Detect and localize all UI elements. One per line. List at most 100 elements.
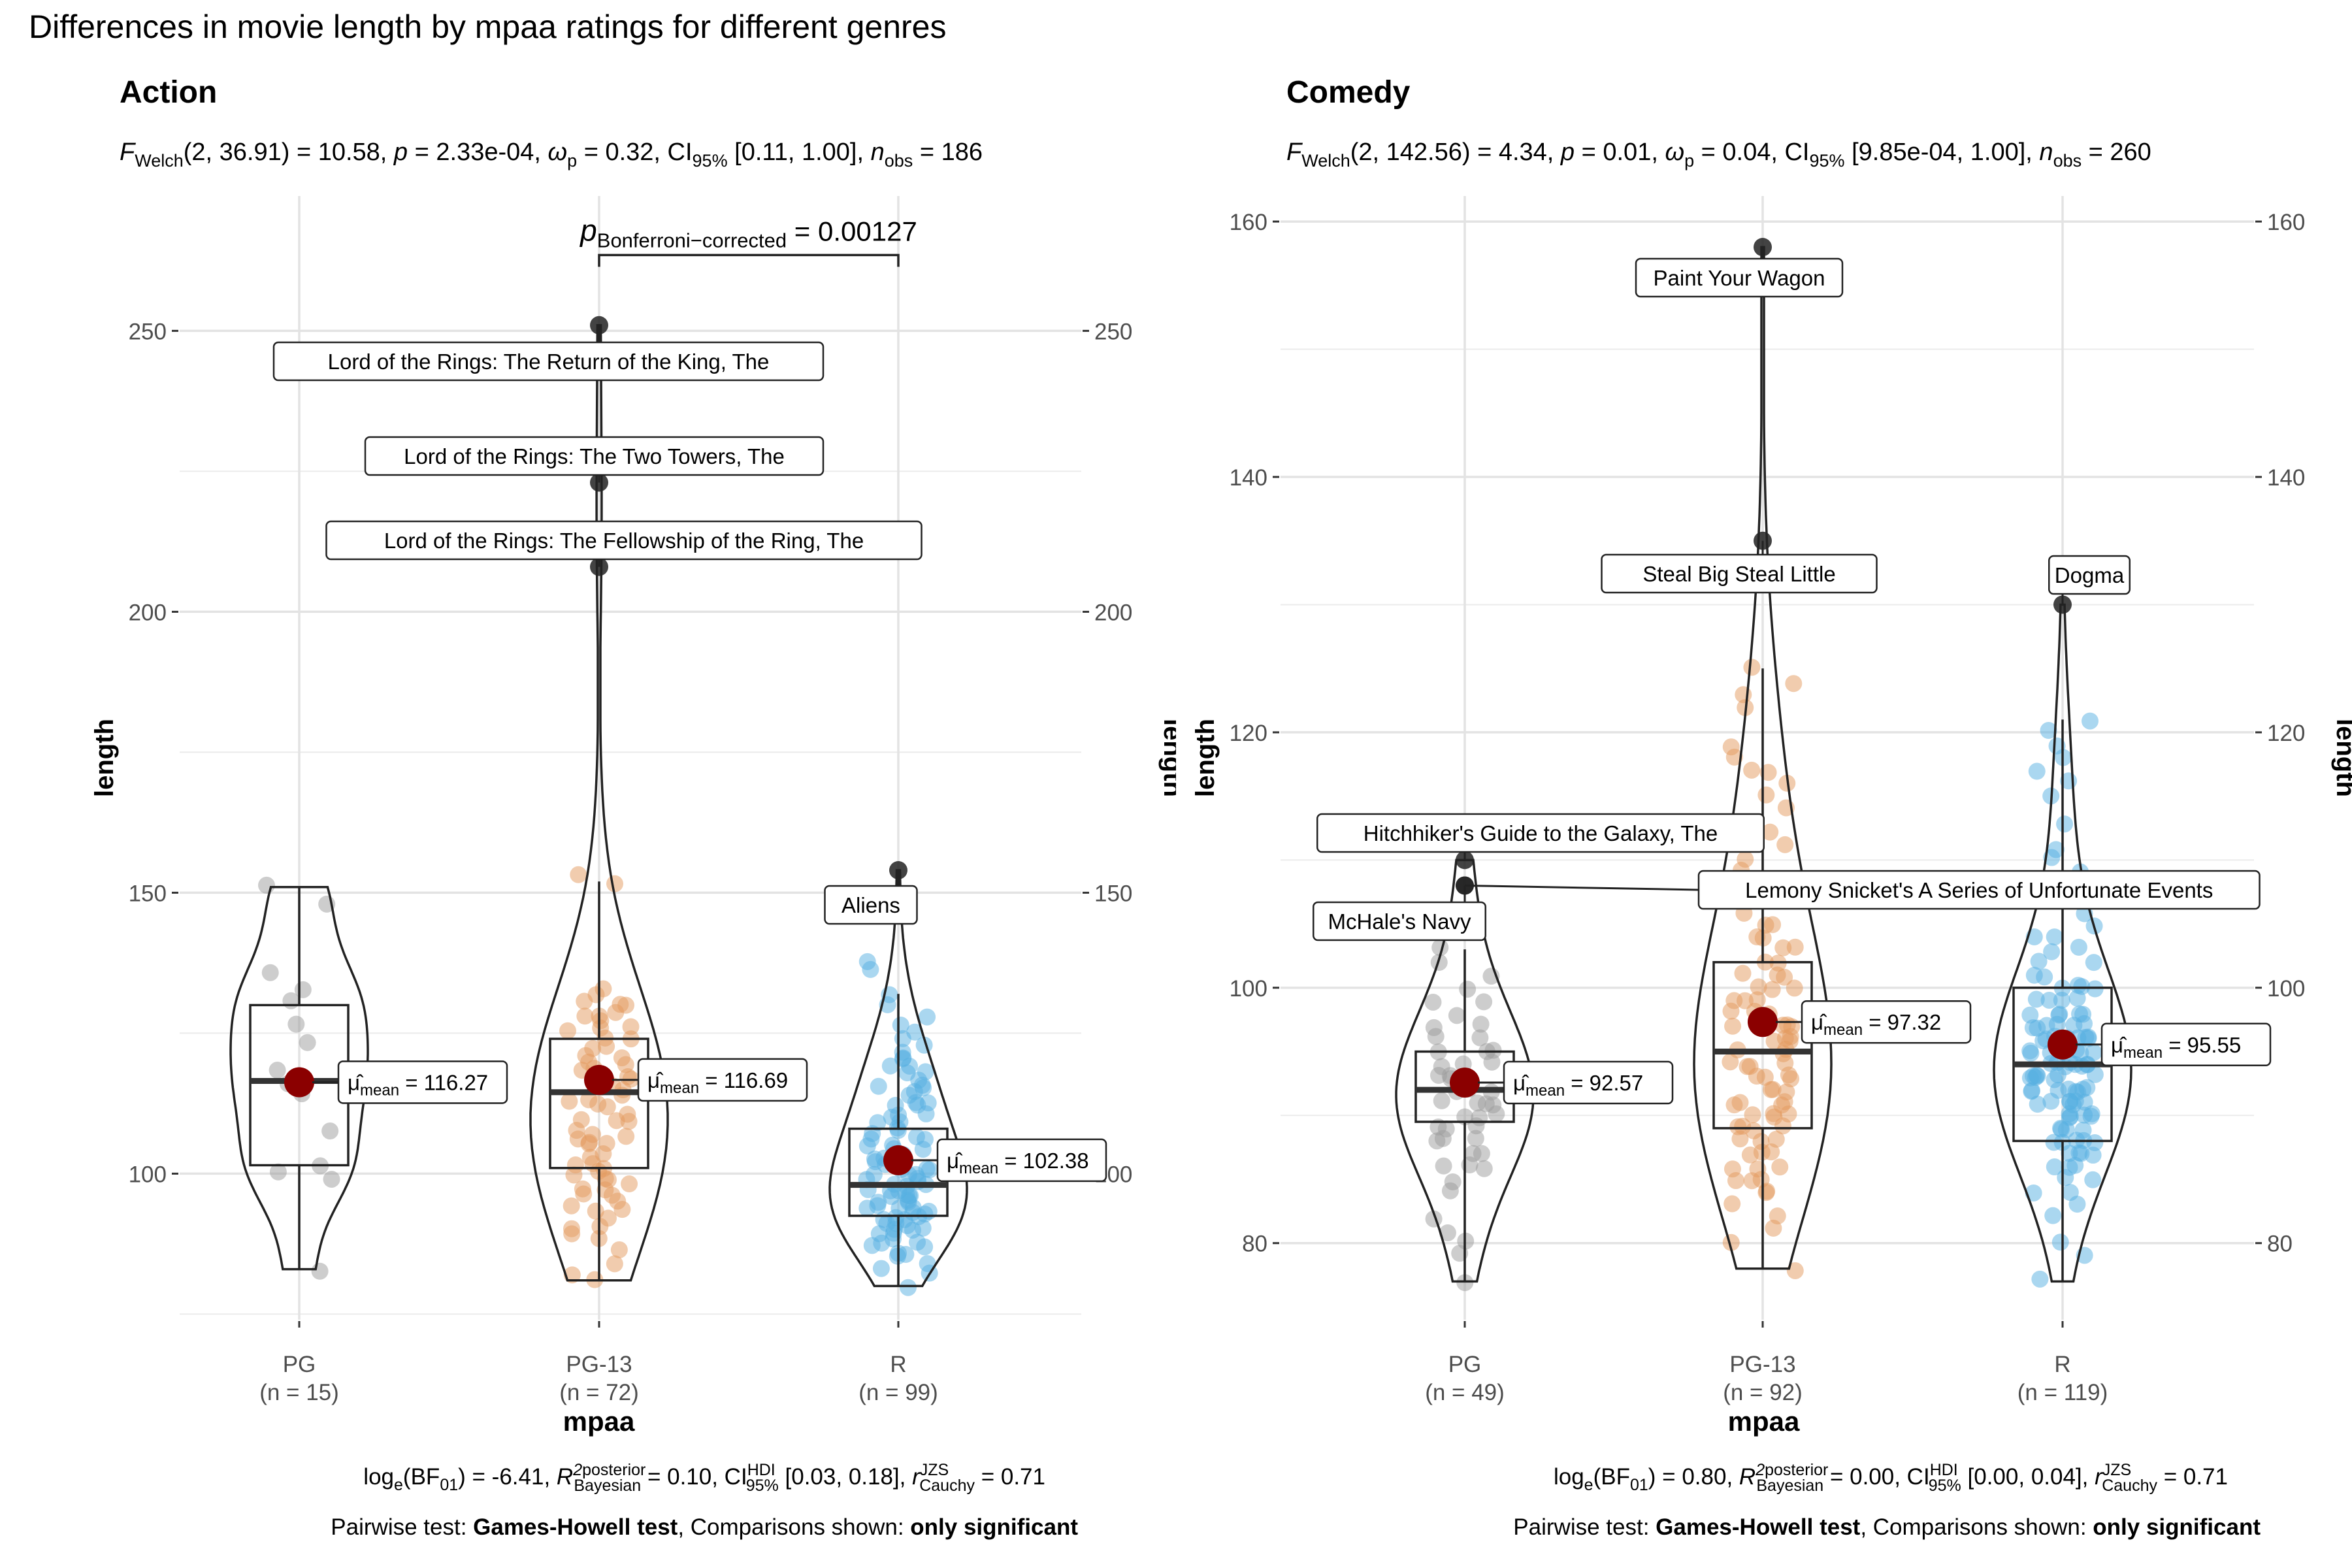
caption-r2-posterior: posterior (582, 1461, 645, 1479)
subtitle-p-value: = 2.33e-04, (408, 139, 547, 166)
data-point (901, 1057, 919, 1075)
data-point (603, 1186, 621, 1204)
y-tick-label-left: 200 (129, 600, 167, 625)
data-point (892, 1016, 909, 1034)
mean-label-box (2100, 1022, 2272, 1067)
subtitle-omega: ω (1665, 139, 1684, 166)
mean-sub: mean (1823, 1021, 1863, 1039)
data-point (1774, 939, 1792, 956)
caption-pairwise-mid: , Comparisons shown: (1860, 1514, 2093, 1540)
data-point (622, 1018, 640, 1036)
outlier-label: Paint Your Wagon (1654, 266, 1825, 290)
caption-ci-sup: HDI (1930, 1461, 1958, 1479)
data-point (258, 876, 275, 894)
mean-value: 95.55 (2187, 1033, 2242, 1057)
data-point (563, 1197, 580, 1215)
y-tick-label-left: 250 (129, 319, 167, 344)
data-point (2029, 1096, 2046, 1113)
caption-bayes: loge(BF01) = -6.41, R2posterior Bayesian … (363, 1461, 1045, 1495)
mean-sub: mean (959, 1160, 998, 1177)
y-tick-label-right: 250 (1094, 319, 1132, 344)
caption-r: r (2095, 1464, 2103, 1490)
y-axis-title-right: length (2331, 719, 2352, 797)
subtitle-nobs-sub: obs (2053, 151, 2082, 171)
data-point (1763, 981, 1781, 998)
data-point (1786, 979, 1803, 997)
mean-sub: mean (2123, 1044, 2163, 1062)
data-point (587, 1202, 604, 1220)
outlier-label: McHale's Navy (1328, 909, 1471, 934)
data-point (1448, 1007, 1465, 1024)
data-point (1748, 928, 1766, 946)
panel-title: Action (120, 75, 217, 110)
x-axis-title: mpaa (563, 1406, 635, 1437)
data-point (1765, 1219, 1782, 1237)
y-tick-label-left: 120 (1230, 721, 1267, 746)
subtitle-ci-value: [9.85e-04, 1.00], (1845, 139, 2040, 166)
data-point (2072, 1145, 2090, 1162)
data-point (575, 1185, 593, 1203)
data-point (2043, 943, 2061, 960)
x-tick-label: PG (283, 1352, 316, 1377)
data-point (2053, 991, 2070, 1009)
caption-ci-sub: 95% (746, 1477, 779, 1495)
data-point (1776, 836, 1794, 853)
mean-label: μ̂mean = 97.32 (1801, 1000, 1972, 1044)
outlier-label-box (1601, 553, 1878, 594)
subtitle-p: p (393, 139, 408, 166)
data-point (1475, 1160, 1493, 1177)
data-point (919, 1008, 936, 1026)
data-point (1722, 1233, 1740, 1251)
panel-title: Comedy (1286, 75, 1411, 110)
data-point (2068, 1196, 2086, 1213)
mean-point (284, 1067, 314, 1098)
data-point (1743, 761, 1761, 779)
mean-label-text: μ̂mean = 116.27 (348, 1070, 488, 1099)
subtitle-nobs-value: = 186 (913, 139, 983, 166)
data-point (1475, 993, 1493, 1011)
y-tick-label-left: 160 (1230, 210, 1267, 235)
panel-subtitle: FWelch(2, 142.56) = 4.34, p = 0.01, ωp =… (1286, 139, 2151, 171)
outlier-leader (1464, 884, 1699, 891)
data-point (261, 964, 279, 981)
subtitle-p: p (1560, 139, 1575, 166)
data-point (2076, 1106, 2093, 1124)
data-point (1764, 1081, 1782, 1098)
outlier-label: Aliens (841, 893, 900, 917)
caption-bayes: loge(BF01) = 0.80, R2posterior Bayesian =… (1554, 1461, 2228, 1495)
data-point (2025, 966, 2043, 984)
data-point (1743, 659, 1761, 676)
outlier-label: Lord of the Rings: The Fellowship of the… (384, 529, 864, 553)
mean-label-text: μ̂mean = 95.55 (2111, 1033, 2241, 1062)
mean-eq: = (998, 1149, 1023, 1173)
data-point (907, 1128, 925, 1146)
data-point (862, 960, 879, 978)
data-point (1785, 675, 1803, 693)
y-tick-label-left: 80 (1242, 1232, 1267, 1257)
data-point (1483, 1053, 1501, 1071)
data-point (1778, 1016, 1796, 1034)
data-point (2080, 1030, 2097, 1047)
caption-r2-value: = 0.00, CI (1823, 1464, 1929, 1490)
subtitle-f: F (1286, 139, 1303, 166)
caption-ci-value: [0.03, 0.18], (779, 1464, 912, 1490)
data-point (299, 1034, 316, 1051)
data-point (2086, 1066, 2104, 1083)
y-tick-label-left: 150 (129, 881, 167, 906)
data-point (577, 1047, 595, 1064)
data-point (1724, 1017, 1742, 1035)
data-point (1471, 1029, 1489, 1047)
caption-r2-sup: 2 (1755, 1461, 1765, 1479)
box-PG-13 (1712, 960, 1813, 1130)
data-point (1763, 1143, 1780, 1161)
data-point (1761, 823, 1779, 841)
subtitle-ci-sub: 95% (693, 151, 728, 171)
data-point (1484, 1096, 1502, 1114)
subtitle-nobs-sub: obs (885, 151, 913, 171)
data-point (1428, 1132, 1446, 1150)
subtitle-omega-sub: p (1684, 151, 1694, 171)
data-point (870, 1077, 887, 1095)
caption-r2-sub: Bayesian (1756, 1477, 1823, 1495)
data-point (909, 1233, 926, 1251)
mean-label-box (337, 1060, 508, 1104)
